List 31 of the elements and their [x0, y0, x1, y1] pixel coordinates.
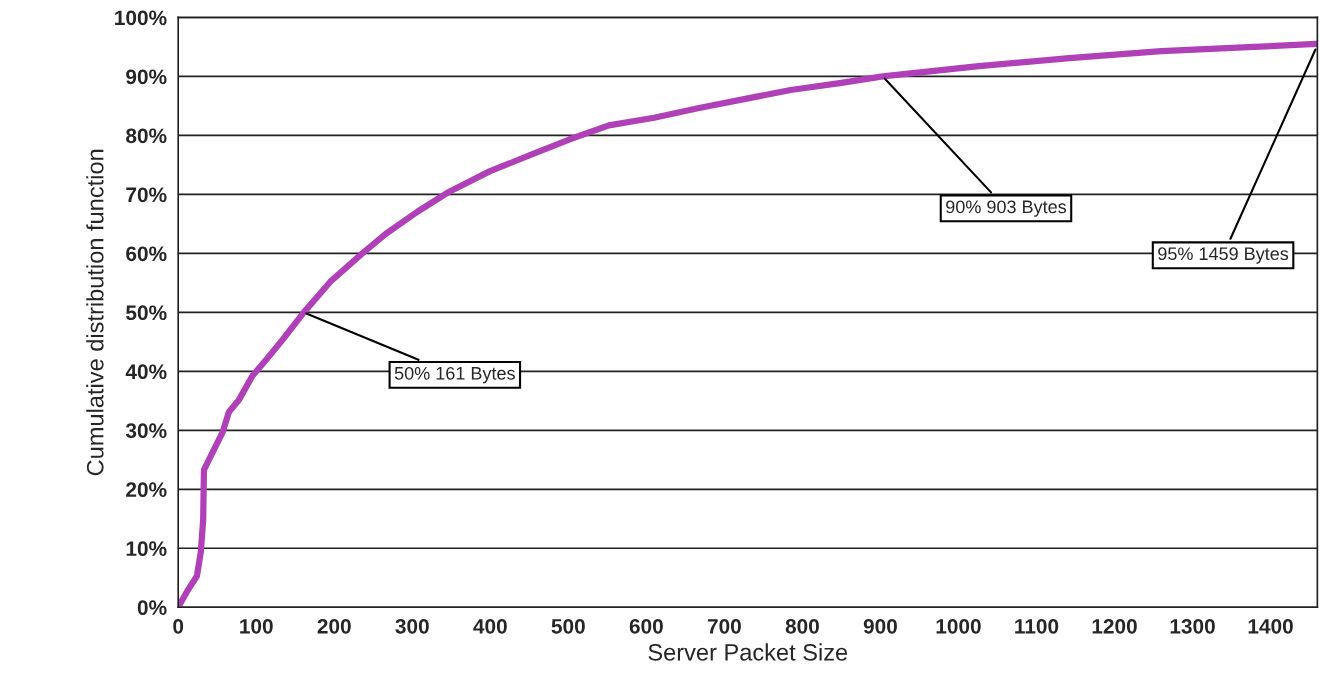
y-tick-label: 50%: [126, 305, 167, 321]
y-tick-label: 40%: [125, 364, 167, 380]
y-tick-label: 100%: [115, 10, 167, 26]
x-tick-label: 1100: [1015, 618, 1059, 634]
annotation: 50% 161 Bytes: [394, 366, 515, 384]
x-axis-title: Server Packet Size: [648, 643, 848, 661]
x-tick-label: 1000: [936, 618, 981, 634]
x-tick-label: 0: [173, 618, 184, 634]
y-axis-title: Cumulative distribution function: [86, 149, 104, 476]
x-tick-label: 1200: [1092, 618, 1137, 634]
y-tick-label: 0%: [137, 600, 167, 616]
x-tick-label: 1300: [1170, 618, 1215, 634]
x-tick-label: 1400: [1248, 618, 1293, 634]
x-tick-label: 500: [551, 618, 585, 634]
annotation: 90% 903 Bytes: [946, 200, 1067, 217]
x-tick-label: 400: [473, 618, 507, 634]
y-tick-label: 20%: [126, 482, 167, 498]
y-tick-label: 60%: [126, 246, 167, 262]
y-tick-label: 10%: [126, 541, 167, 557]
x-tick-label: 900: [863, 618, 897, 634]
x-tick-label: 300: [395, 618, 429, 634]
y-tick-label: 70%: [126, 187, 167, 203]
y-tick-label: 30%: [125, 423, 167, 439]
x-tick-label: 700: [707, 618, 741, 634]
x-tick-label: 100: [240, 618, 273, 634]
y-tick-label: 90%: [126, 69, 167, 85]
x-tick-label: 200: [317, 618, 351, 634]
annotation: 95% 1459 Bytes: [1158, 247, 1289, 264]
x-tick-label: 800: [785, 618, 819, 634]
y-tick-label: 80%: [126, 128, 167, 144]
x-tick-label: 600: [629, 618, 663, 634]
